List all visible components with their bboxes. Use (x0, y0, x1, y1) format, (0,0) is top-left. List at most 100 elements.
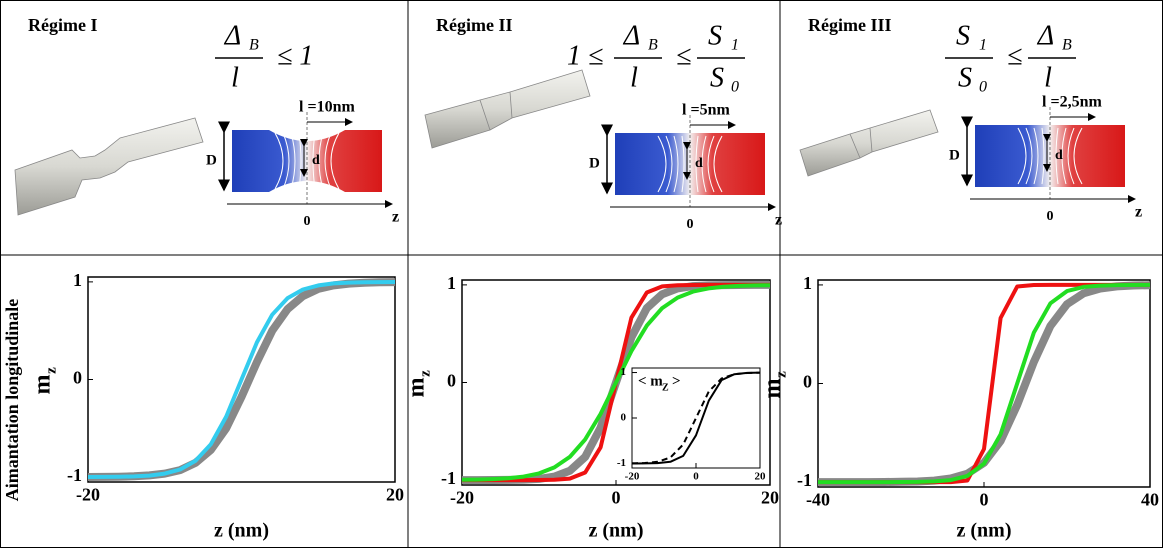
field-line (324, 132, 332, 190)
y-tick-label: -1 (617, 457, 626, 469)
field-line (657, 135, 667, 193)
formula-num: Δ (623, 20, 640, 51)
x-tick-label: 0 (612, 488, 621, 508)
y-axis-label-sub: z (417, 370, 433, 377)
origin-label: 0 (304, 214, 311, 229)
field-line (1061, 127, 1067, 185)
x-axis-label: z (nm) (957, 520, 1012, 542)
x-tick-label: 0 (693, 470, 699, 482)
inset-label-sub: Z (662, 382, 669, 393)
y-tick-label: 0 (803, 372, 812, 392)
side-label: Aimantation longitudinale (2, 299, 22, 502)
x-tick-label: -40 (806, 490, 830, 510)
formula-den: l (630, 62, 638, 93)
field-line (1067, 127, 1075, 185)
formula-sub: B (648, 37, 658, 54)
formula-text: 1 ≤ (567, 40, 603, 71)
y-tick-label: 0 (447, 371, 456, 391)
formula-text: ≤ 1 (277, 40, 313, 71)
formula-sub: B (249, 37, 259, 54)
x-tick-label: -20 (625, 470, 640, 482)
formula-den: S (958, 62, 972, 93)
x-tick-label: 20 (761, 488, 779, 508)
formula-num: S (956, 20, 970, 51)
curve (87, 280, 396, 479)
formula-sub: 0 (979, 79, 987, 96)
x-tick-label: 0 (980, 490, 989, 510)
D-label: D (206, 152, 217, 168)
x-tick-label: -20 (450, 488, 474, 508)
formula-sub: 0 (731, 79, 739, 96)
field-line (713, 135, 723, 193)
plot-frame (631, 367, 761, 469)
regime-label: Régime II (436, 15, 512, 35)
y-tick-label: 1 (447, 273, 456, 293)
inset-label-suffix: > (672, 373, 681, 389)
field-line (318, 132, 324, 190)
y-axis-label-sub: z (43, 367, 59, 374)
axis-label: z (1135, 204, 1142, 221)
curve (631, 371, 761, 465)
field-line (695, 135, 699, 193)
length-label: l =10nm (299, 99, 355, 116)
wire-3d (14, 69, 939, 216)
origin-label: 0 (687, 217, 694, 232)
y-tick-label: 1 (73, 270, 82, 290)
field-line (282, 132, 290, 190)
field-line (707, 135, 715, 193)
formula-sub: B (1062, 37, 1072, 54)
field-line (1055, 127, 1059, 185)
curve (818, 282, 1151, 485)
field-line (1033, 127, 1039, 185)
formula-sub: 1 (731, 37, 739, 54)
formula-text: ≤ (1007, 40, 1022, 71)
D-label: D (589, 155, 600, 171)
field-line (665, 135, 673, 193)
x-tick-label: -20 (76, 485, 100, 505)
axis-label: z (775, 212, 782, 229)
length-label: l =2,5nm (1042, 94, 1102, 111)
formula-num: S (708, 20, 722, 51)
d-label: d (312, 153, 320, 168)
formula-den: l (1044, 62, 1052, 93)
y-axis-label: m (404, 378, 430, 398)
x-tick-label: 20 (386, 485, 404, 505)
plot-frame (817, 279, 1151, 488)
length-label: l =5nm (682, 102, 730, 119)
y-tick-label: 1 (803, 273, 812, 293)
y-tick-label: 1 (621, 366, 627, 378)
field-line (312, 132, 316, 190)
x-axis-label: z (nm) (589, 520, 644, 542)
field-line (701, 135, 707, 193)
field-line (330, 132, 340, 190)
field-line (274, 132, 284, 190)
origin-label: 0 (1047, 209, 1054, 224)
y-tick-label: -1 (797, 470, 812, 490)
d-label: d (1055, 148, 1063, 163)
field-line (673, 135, 679, 193)
d-label: d (695, 156, 703, 171)
inset-label: < m (638, 373, 663, 389)
formula-sub: 1 (979, 37, 987, 54)
y-axis-label: m (30, 375, 56, 395)
curve (461, 283, 771, 482)
field-line (290, 132, 296, 190)
axis-label: z (392, 209, 399, 226)
formula-text: ≤ (676, 40, 691, 71)
y-tick-label: -1 (67, 465, 82, 485)
formula-den: S (710, 62, 724, 93)
y-axis-label-sub: z (773, 371, 789, 378)
y-tick-label: -1 (441, 468, 456, 488)
D-label: D (949, 147, 960, 163)
regime-label: Régime I (28, 15, 97, 35)
formula-num: Δ (224, 20, 241, 51)
y-tick-label: 0 (621, 412, 627, 424)
formula-den: l (231, 62, 239, 93)
y-axis-label: m (760, 379, 786, 399)
x-tick-label: 20 (755, 470, 767, 482)
field-line (1017, 127, 1027, 185)
y-tick-label: 0 (73, 368, 82, 388)
field-line (1025, 127, 1033, 185)
x-tick-label: 40 (1141, 490, 1159, 510)
